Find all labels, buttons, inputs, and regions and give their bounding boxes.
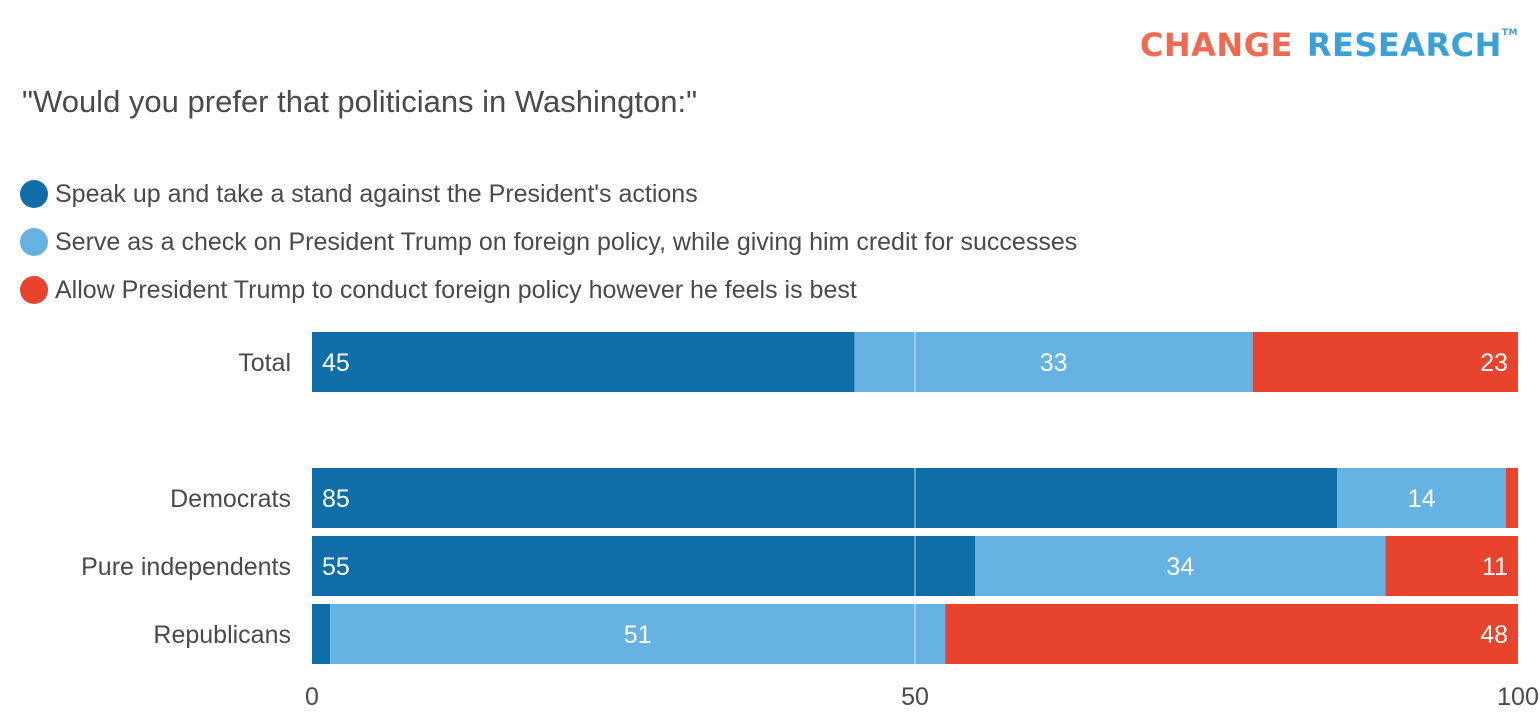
logo-part2: RESEARCH	[1306, 26, 1502, 64]
bar-segment	[312, 332, 855, 392]
chart-title: "Would you prefer that politicians in Wa…	[22, 84, 698, 119]
legend-swatch-icon	[20, 228, 48, 256]
data-label: 45	[322, 349, 350, 377]
bar-segment	[945, 604, 1518, 664]
category-label: Democrats	[170, 485, 291, 513]
data-label: 55	[322, 553, 350, 581]
logo-part1: CHANGE	[1139, 26, 1293, 64]
data-label: 51	[624, 621, 652, 649]
data-label: 85	[322, 485, 350, 513]
bar-segment	[312, 536, 976, 596]
bar-segment	[975, 536, 1386, 596]
category-label: Pure independents	[81, 553, 291, 581]
legend-swatch-icon	[20, 276, 48, 304]
data-label: 23	[1480, 349, 1508, 377]
legend-label: Serve as a check on President Trump on f…	[55, 227, 1078, 256]
bar-segment	[1505, 468, 1518, 528]
legend-item-allow: Allow President Trump to conduct foreign…	[20, 266, 1077, 314]
bar-segment	[1337, 468, 1506, 528]
bar-segment	[854, 332, 1253, 392]
logo-tm: TM	[1501, 28, 1518, 38]
legend-item-check: Serve as a check on President Trump on f…	[20, 218, 1077, 266]
legend-label: Allow President Trump to conduct foreign…	[55, 275, 857, 304]
x-tick-label: 50	[901, 683, 929, 711]
data-label: 48	[1480, 621, 1508, 649]
change-research-logo: CHANGE RESEARCHTM	[1140, 26, 1518, 64]
bar-segment	[312, 468, 1338, 528]
data-label: 14	[1408, 485, 1436, 513]
bar-segment	[1385, 536, 1518, 596]
category-label: Republicans	[153, 621, 291, 649]
legend-swatch-icon	[20, 180, 48, 208]
x-tick-label: 0	[305, 683, 319, 711]
bar-segment	[330, 604, 946, 664]
bar-segment	[312, 604, 331, 664]
legend-item-speak-up: Speak up and take a stand against the Pr…	[20, 170, 1077, 218]
data-label: 34	[1166, 553, 1194, 581]
bar-segment	[1252, 332, 1518, 392]
x-tick-label: 100	[1497, 683, 1539, 711]
legend-label: Speak up and take a stand against the Pr…	[55, 179, 698, 208]
category-label: Total	[238, 349, 291, 377]
data-label: 33	[1040, 349, 1068, 377]
legend: Speak up and take a stand against the Pr…	[20, 170, 1077, 314]
data-label: 11	[1482, 553, 1508, 581]
